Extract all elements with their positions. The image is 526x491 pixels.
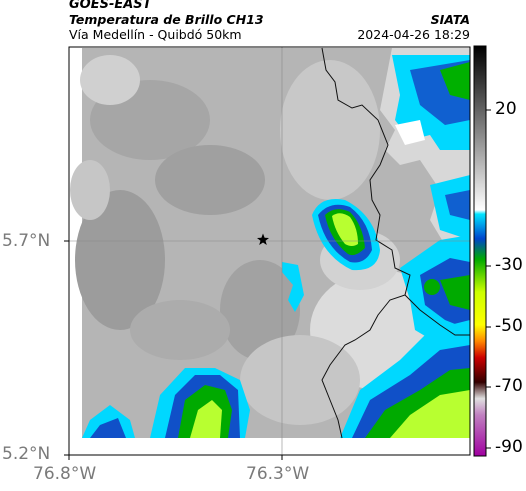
product-title: Temperatura de Brillo CH13 [69, 12, 264, 27]
map-border [68, 46, 471, 456]
colorbar-tick-label: -30 [495, 255, 523, 275]
colorbar-tick-label: -90 [495, 437, 523, 457]
colorbar-tick-label: -70 [495, 376, 523, 396]
x-tick-label: 76.8°W [33, 464, 97, 484]
satellite-title: GOES-EAST [69, 0, 152, 12]
region-label: Vía Medellín - Quibdó 50km [69, 27, 242, 42]
timestamp-label: 2024-04-26 18:29 [357, 27, 470, 42]
boundary-lines [321, 47, 470, 439]
y-tick-label: 5.2°N [2, 444, 51, 464]
y-tick-label: 5.7°N [2, 231, 51, 251]
brightness-temperature-field [70, 48, 470, 438]
x-tick-label: 76.3°W [246, 464, 310, 484]
star-icon [257, 233, 269, 245]
colorbar-tick-label: -50 [495, 316, 523, 336]
colorbar-tick-label: 20 [495, 99, 517, 119]
colorbar [473, 45, 487, 457]
agency-label: SIATA [430, 12, 470, 27]
